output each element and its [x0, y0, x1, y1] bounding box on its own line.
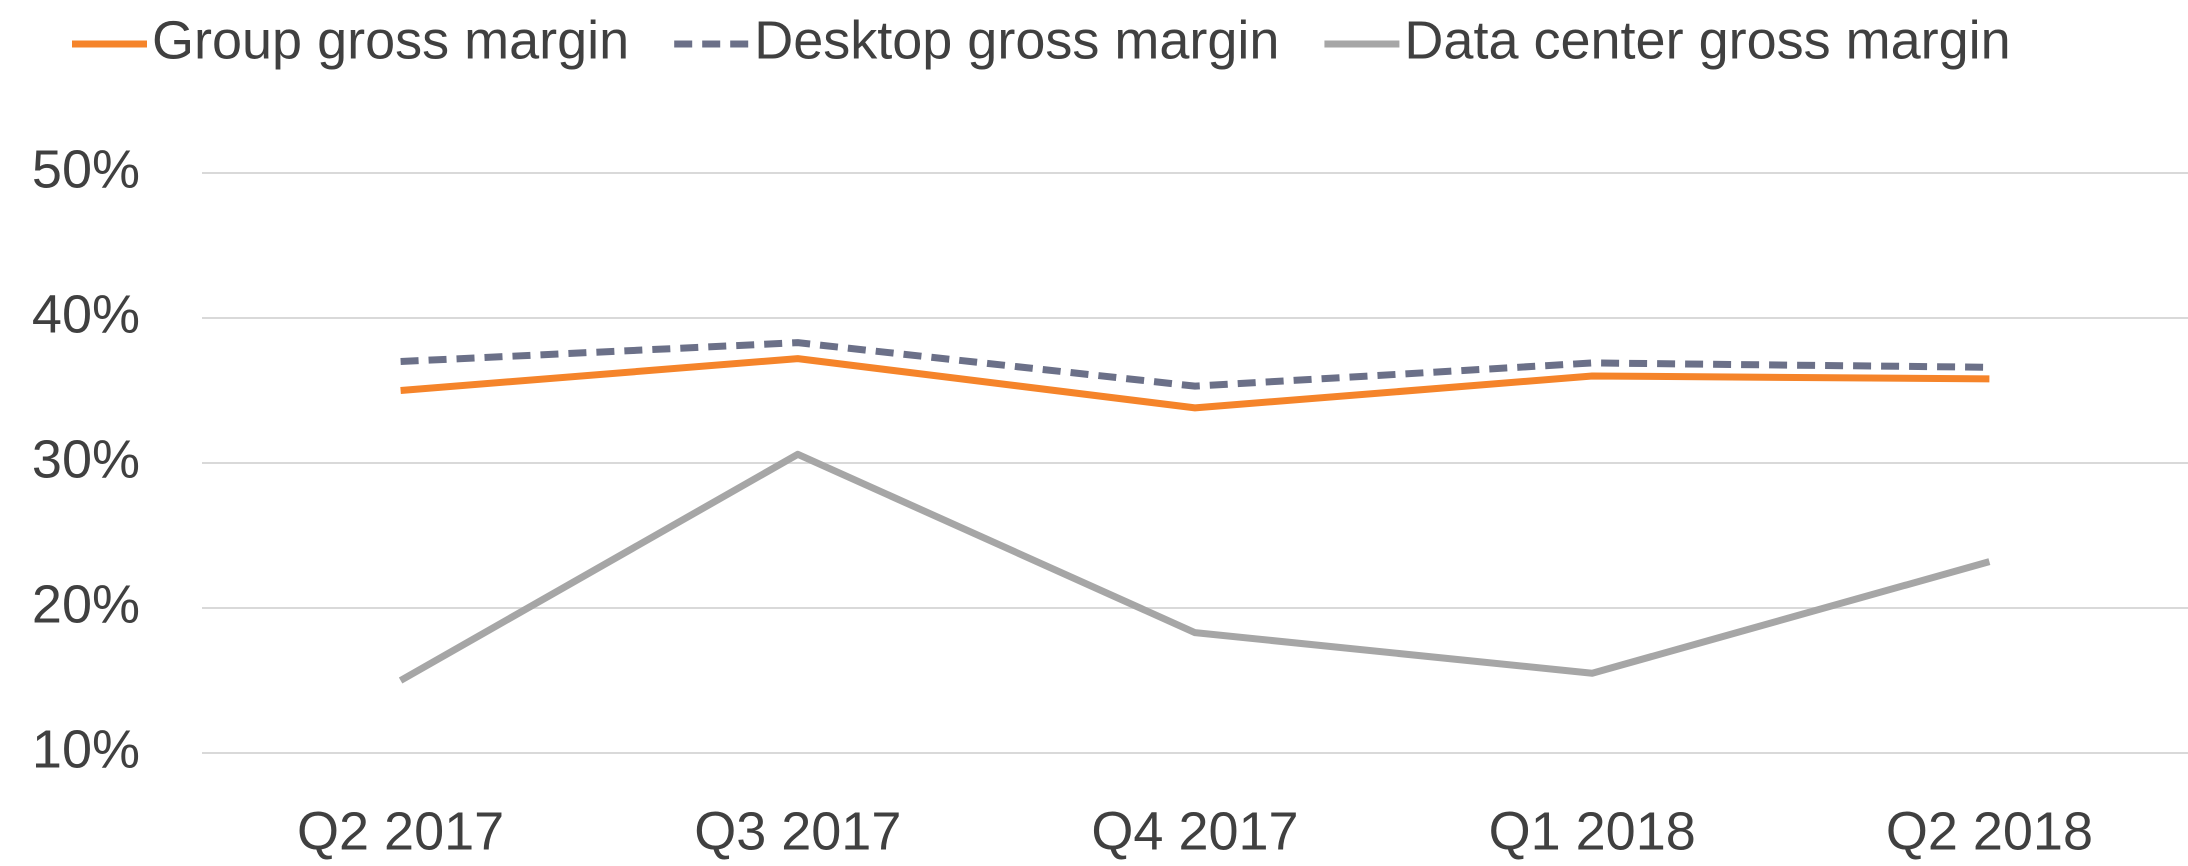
x-tick-label: Q2 2017 [297, 801, 504, 861]
series-line [398, 450, 1991, 684]
y-tick-label: 30% [32, 429, 140, 489]
x-tick-label: Q2 2018 [1886, 801, 2093, 861]
x-tick-label: Q3 2017 [694, 801, 901, 861]
y-tick-label: 50% [32, 139, 140, 199]
series-line [400, 355, 1990, 412]
legend-label: Group gross margin [152, 10, 629, 70]
y-tick-label: 10% [32, 719, 140, 779]
y-tick-label: 40% [32, 284, 140, 344]
legend-label: Desktop gross margin [754, 10, 1279, 70]
y-tick-label: 20% [32, 574, 140, 634]
x-tick-label: Q4 2017 [1091, 801, 1298, 861]
series-line [400, 339, 1990, 390]
x-tick-label: Q1 2018 [1489, 801, 1696, 861]
legend-label: Data center gross margin [1404, 10, 2010, 70]
